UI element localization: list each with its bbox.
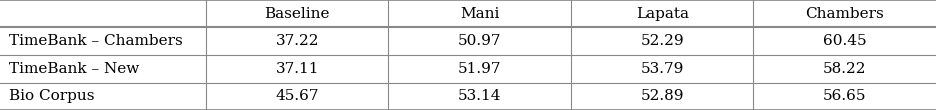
Text: TimeBank – New: TimeBank – New — [9, 62, 139, 76]
Text: 58.22: 58.22 — [823, 62, 867, 76]
Text: 52.89: 52.89 — [640, 89, 684, 103]
Text: Chambers: Chambers — [805, 7, 885, 21]
Text: 53.14: 53.14 — [458, 89, 502, 103]
Text: TimeBank – Chambers: TimeBank – Chambers — [9, 34, 183, 48]
Text: 53.79: 53.79 — [640, 62, 684, 76]
Text: 52.29: 52.29 — [640, 34, 684, 48]
Text: Mani: Mani — [460, 7, 500, 21]
Text: 37.11: 37.11 — [275, 62, 319, 76]
Text: Lapata: Lapata — [636, 7, 689, 21]
Text: 37.22: 37.22 — [275, 34, 319, 48]
Text: 45.67: 45.67 — [275, 89, 319, 103]
Text: 50.97: 50.97 — [458, 34, 502, 48]
Text: Bio Corpus: Bio Corpus — [9, 89, 95, 103]
Text: Baseline: Baseline — [265, 7, 329, 21]
Text: 56.65: 56.65 — [823, 89, 867, 103]
Text: 51.97: 51.97 — [458, 62, 502, 76]
Text: 60.45: 60.45 — [823, 34, 867, 48]
